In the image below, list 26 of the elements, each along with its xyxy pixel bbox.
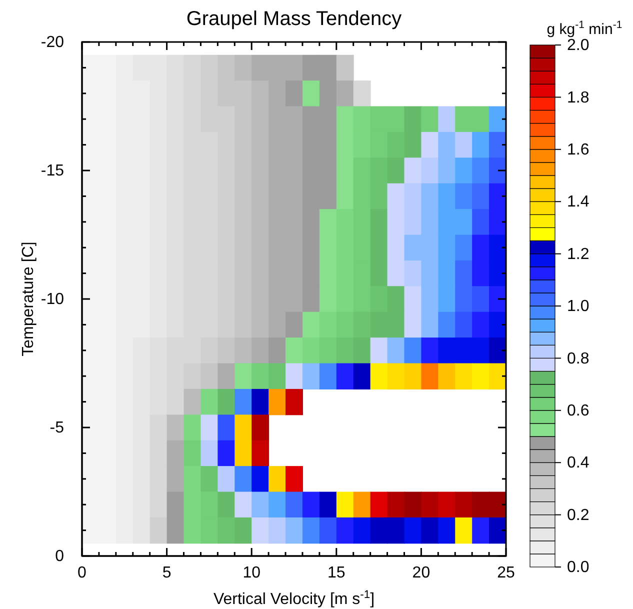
color-bar-label: 0.4	[567, 454, 590, 472]
color-bar-label: 1.4	[567, 194, 590, 211]
y-tick-label: -10	[40, 291, 64, 308]
color-bar-label: 1.8	[567, 89, 590, 106]
y-axis-title: Temperature [C]	[20, 242, 37, 356]
color-bar-label: 0.2	[567, 506, 590, 524]
color-bar-label: 2.0	[567, 37, 590, 54]
color-bar-label: 1.0	[567, 298, 590, 316]
x-axis-title: Vertical Velocity [m s$^{-1}$]	[213, 589, 375, 608]
x-tick-label: 5	[162, 564, 172, 582]
x-tick-label: 0	[78, 564, 87, 582]
color-bar-label: 0.6	[567, 402, 590, 420]
y-tick-label: -15	[40, 162, 64, 180]
chart-title: Graupel Mass Tendency	[186, 8, 402, 30]
color-bar-label: 0.8	[567, 350, 590, 368]
x-tick-label: 15	[328, 564, 346, 582]
x-tick-label: 10	[242, 564, 261, 582]
color-bar-label: 0.0	[567, 559, 590, 576]
x-tick-label: 25	[497, 564, 515, 582]
color-bar-title: g kg$^{-1}$ min$^{-1}$	[546, 19, 622, 38]
x-tick-label: 20	[412, 564, 430, 582]
color-bar-label: 1.2	[567, 246, 590, 263]
y-tick-label: 0	[55, 548, 64, 566]
y-tick-label: -20	[40, 34, 64, 52]
y-tick-label: -5	[50, 420, 64, 437]
color-bar-label: 1.6	[567, 142, 590, 159]
